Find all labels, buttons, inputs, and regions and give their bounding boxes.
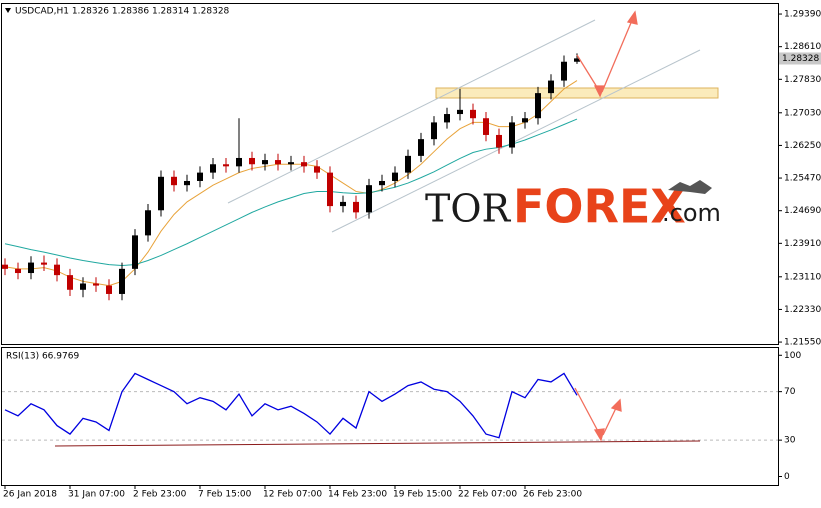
moving-average: [4, 118, 578, 267]
rsi-tick-label: 70: [784, 387, 796, 397]
candle-body: [522, 118, 528, 123]
candle-body: [223, 164, 229, 167]
chart-title: USDCAD,H1 1.28326 1.28386 1.28314 1.2832…: [15, 7, 230, 17]
x-tick-label: 31 Jan 07:00: [68, 490, 125, 500]
channel-upper: [227, 19, 596, 204]
candle-body: [314, 166, 320, 173]
candle-body: [405, 155, 411, 173]
y-tick-label: 1.26250: [784, 141, 821, 151]
candle-body: [158, 176, 164, 211]
arrow-line: [602, 405, 618, 436]
resistance-zone: [435, 87, 719, 99]
candle-body: [496, 134, 502, 148]
candle-body: [327, 172, 333, 207]
candle-body: [54, 264, 60, 276]
candle-body: [392, 172, 398, 181]
forecast-arrows: [574, 10, 638, 442]
candle-body: [431, 122, 437, 140]
candle-body: [171, 176, 177, 186]
arrow-line: [601, 17, 634, 93]
x-tick-label: 19 Feb 15:00: [393, 490, 452, 500]
last-price-label: 1.28328: [782, 54, 819, 64]
arrow-head: [593, 428, 605, 442]
last-price-box: [779, 52, 821, 65]
y-tick-label: 1.23110: [784, 272, 821, 282]
rsi-tick-label: 0: [784, 472, 790, 482]
candle-body: [28, 262, 34, 274]
candle-body: [262, 160, 268, 165]
rsi-line: [4, 372, 578, 439]
x-tick-label: 22 Feb 07:00: [458, 490, 517, 500]
candle-body: [67, 275, 73, 290]
x-tick-label: 14 Feb 23:00: [328, 490, 387, 500]
candle-body: [340, 201, 346, 207]
candle-body: [418, 139, 424, 156]
arrow-head: [626, 10, 638, 25]
rsi-panel-frame: [1, 347, 779, 486]
x-tick-label: 26 Jan 2018: [3, 490, 57, 500]
candle-body: [548, 80, 554, 94]
watermark: TOR FOREX .com: [425, 180, 721, 234]
candle-body: [379, 180, 385, 186]
candle-body: [2, 264, 8, 269]
candle-body: [145, 210, 151, 236]
watermark-tor: TOR: [425, 187, 511, 231]
candle-body: [444, 114, 450, 123]
x-tick-label: 26 Feb 23:00: [523, 490, 582, 500]
candle-body: [275, 160, 281, 165]
y-tick-label: 1.23910: [784, 239, 821, 249]
candle-body: [197, 172, 203, 181]
watermark-forex: FOREX: [513, 180, 686, 234]
candle-body: [457, 109, 463, 115]
candle-body: [509, 122, 515, 148]
candle-body: [119, 268, 125, 294]
candle-body: [249, 157, 255, 165]
watermark-com: .com: [662, 199, 721, 227]
arrow-head: [610, 398, 622, 412]
candle-body: [15, 268, 21, 274]
rsi-tick-label: 30: [784, 436, 796, 446]
x-tick-label: 7 Feb 15:00: [198, 490, 252, 500]
price-panel-frame: [1, 3, 779, 345]
menu-triangle: [5, 8, 11, 13]
watermark-bull: [668, 180, 712, 194]
candle-body: [353, 201, 359, 213]
y-tick-label: 1.24690: [784, 206, 821, 216]
rsi-tick-label: 100: [784, 351, 801, 361]
y-tick-label: 1.28610: [784, 42, 821, 52]
y-tick-label: 1.27030: [784, 108, 821, 118]
x-tick-label: 12 Feb 07:00: [263, 490, 322, 500]
x-tick-label: 2 Feb 23:00: [133, 490, 187, 500]
candle-body: [301, 162, 307, 167]
y-tick-label: 1.25470: [784, 174, 821, 184]
arrow-line: [574, 387, 601, 436]
y-tick-label: 1.27830: [784, 75, 821, 85]
candle-body: [561, 61, 567, 81]
y-tick-label: 1.22330: [784, 305, 821, 315]
candle-body: [535, 93, 541, 119]
candle-body: [483, 118, 489, 135]
rsi-trendline: [54, 440, 701, 447]
channel-lower: [331, 49, 701, 233]
candle-body: [132, 235, 138, 269]
candle-body: [106, 285, 112, 294]
candle-body: [288, 162, 294, 165]
candle-body: [574, 58, 580, 62]
candle-body: [184, 180, 190, 186]
candle-body: [366, 185, 372, 213]
rsi-label: RSI(13) 66.9769: [6, 352, 79, 362]
candle-body: [470, 109, 476, 119]
y-tick-label: 1.21550: [784, 338, 821, 348]
candle-body: [210, 164, 216, 173]
candle-body: [236, 157, 242, 167]
candle-body: [93, 283, 99, 286]
candle-body: [41, 262, 47, 265]
candle-body: [80, 283, 86, 290]
y-tick-label: 1.29390: [784, 10, 821, 20]
